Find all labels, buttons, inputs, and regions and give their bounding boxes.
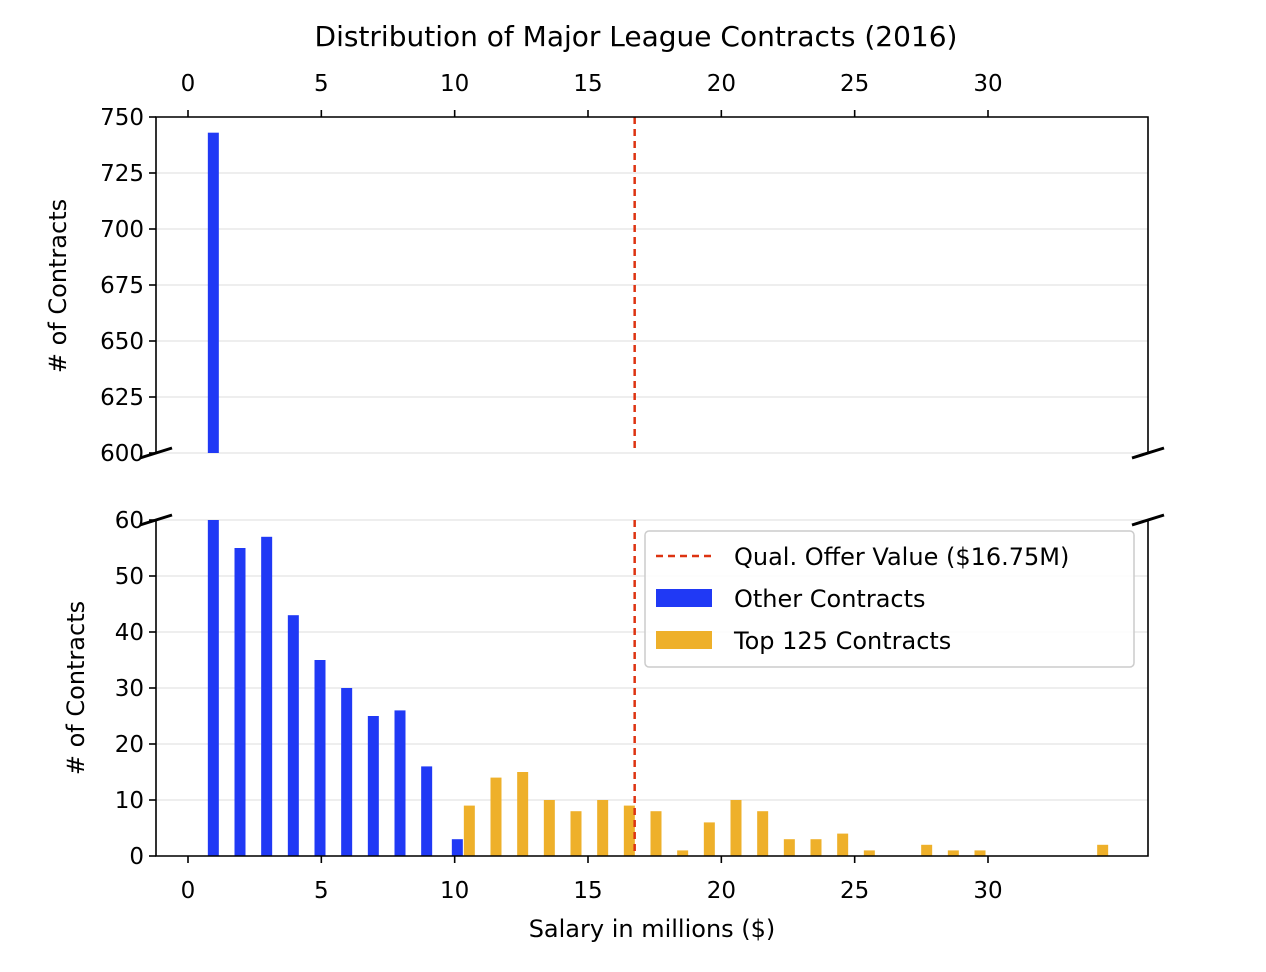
lower-y-axis-label: # of Contracts bbox=[62, 601, 90, 775]
lower-y-tick-label: 40 bbox=[115, 620, 144, 646]
bar-other-lower bbox=[207, 520, 219, 856]
top-x-tick-label: 15 bbox=[573, 71, 602, 97]
bar-other-lower bbox=[314, 660, 326, 856]
upper-y-tick-label: 650 bbox=[100, 329, 144, 355]
top-x-tick-label: 5 bbox=[314, 71, 329, 97]
top-x-tick-label: 0 bbox=[181, 71, 196, 97]
lower-y-tick-label: 30 bbox=[115, 676, 144, 702]
bar-top125-lower bbox=[517, 772, 529, 856]
upper-y-tick-label: 675 bbox=[100, 273, 144, 299]
bottom-x-tick-label: 30 bbox=[973, 878, 1002, 904]
upper-y-tick-label: 600 bbox=[100, 441, 144, 467]
lower-y-tick-label: 10 bbox=[115, 788, 144, 814]
upper-y-axis-label: # of Contracts bbox=[44, 199, 72, 373]
bar-other-upper bbox=[207, 132, 219, 453]
x-axis-label: Salary in millions ($) bbox=[529, 915, 776, 943]
lower-y-tick-label: 50 bbox=[115, 564, 144, 590]
bar-top125-lower bbox=[921, 844, 933, 856]
bar-top125-lower bbox=[783, 839, 795, 856]
bottom-x-tick-label: 15 bbox=[573, 878, 602, 904]
top-x-tick-label: 30 bbox=[973, 71, 1002, 97]
bar-top125-lower bbox=[947, 850, 959, 856]
bar-top125-lower bbox=[837, 833, 849, 856]
bottom-x-tick-label: 25 bbox=[840, 878, 869, 904]
upper-y-tick-label: 725 bbox=[100, 161, 144, 187]
bar-other-lower bbox=[451, 839, 463, 856]
upper-y-tick-label: 750 bbox=[100, 105, 144, 131]
bar-other-lower bbox=[421, 766, 433, 856]
bottom-x-tick-label: 20 bbox=[707, 878, 736, 904]
bottom-x-tick-label: 5 bbox=[314, 878, 329, 904]
bar-top125-lower bbox=[463, 805, 475, 856]
bar-other-lower bbox=[234, 548, 246, 856]
bar-other-lower bbox=[367, 716, 379, 856]
bottom-x-tick-label: 10 bbox=[440, 878, 469, 904]
axis-break-mark bbox=[1131, 446, 1165, 460]
bar-other-lower bbox=[394, 710, 406, 856]
lower-y-tick-label: 60 bbox=[115, 508, 144, 534]
axis-break-mark bbox=[1131, 513, 1165, 527]
bar-top125-lower bbox=[570, 811, 582, 856]
bar-top125-lower bbox=[703, 822, 715, 856]
bar-top125-lower bbox=[650, 811, 662, 856]
bar-top125-lower bbox=[974, 850, 986, 856]
bar-other-lower bbox=[287, 615, 299, 856]
bar-other-lower bbox=[341, 688, 353, 856]
top-x-tick-label: 20 bbox=[707, 71, 736, 97]
bar-top125-lower bbox=[810, 839, 822, 856]
legend-swatch-patch bbox=[656, 589, 712, 607]
upper-y-tick-label: 625 bbox=[100, 385, 144, 411]
bar-top125-lower bbox=[597, 800, 609, 856]
lower-y-tick-label: 20 bbox=[115, 732, 144, 758]
bar-top125-lower bbox=[490, 777, 502, 856]
legend-box bbox=[644, 530, 1135, 668]
bottom-x-tick-label: 0 bbox=[181, 878, 196, 904]
top-x-tick-label: 10 bbox=[440, 71, 469, 97]
upper-y-tick-label: 700 bbox=[100, 217, 144, 243]
bar-top125-lower bbox=[623, 805, 635, 856]
legend-label: Qual. Offer Value ($16.75M) bbox=[734, 543, 1069, 571]
bar-top125-lower bbox=[543, 800, 555, 856]
lower-y-tick-label: 0 bbox=[129, 844, 144, 870]
bar-top125-lower bbox=[677, 850, 689, 856]
bar-top125-lower bbox=[730, 800, 742, 856]
bar-top125-lower bbox=[757, 811, 769, 856]
top-x-tick-label: 25 bbox=[840, 71, 869, 97]
bar-top125-lower bbox=[863, 850, 875, 856]
legend-swatch-patch bbox=[656, 631, 712, 649]
legend-label: Other Contracts bbox=[734, 585, 926, 613]
bar-other-lower bbox=[261, 536, 273, 856]
bar-top125-lower bbox=[1097, 844, 1109, 856]
legend-label: Top 125 Contracts bbox=[733, 627, 951, 655]
chart-title: Distribution of Major League Contracts (… bbox=[315, 20, 958, 53]
